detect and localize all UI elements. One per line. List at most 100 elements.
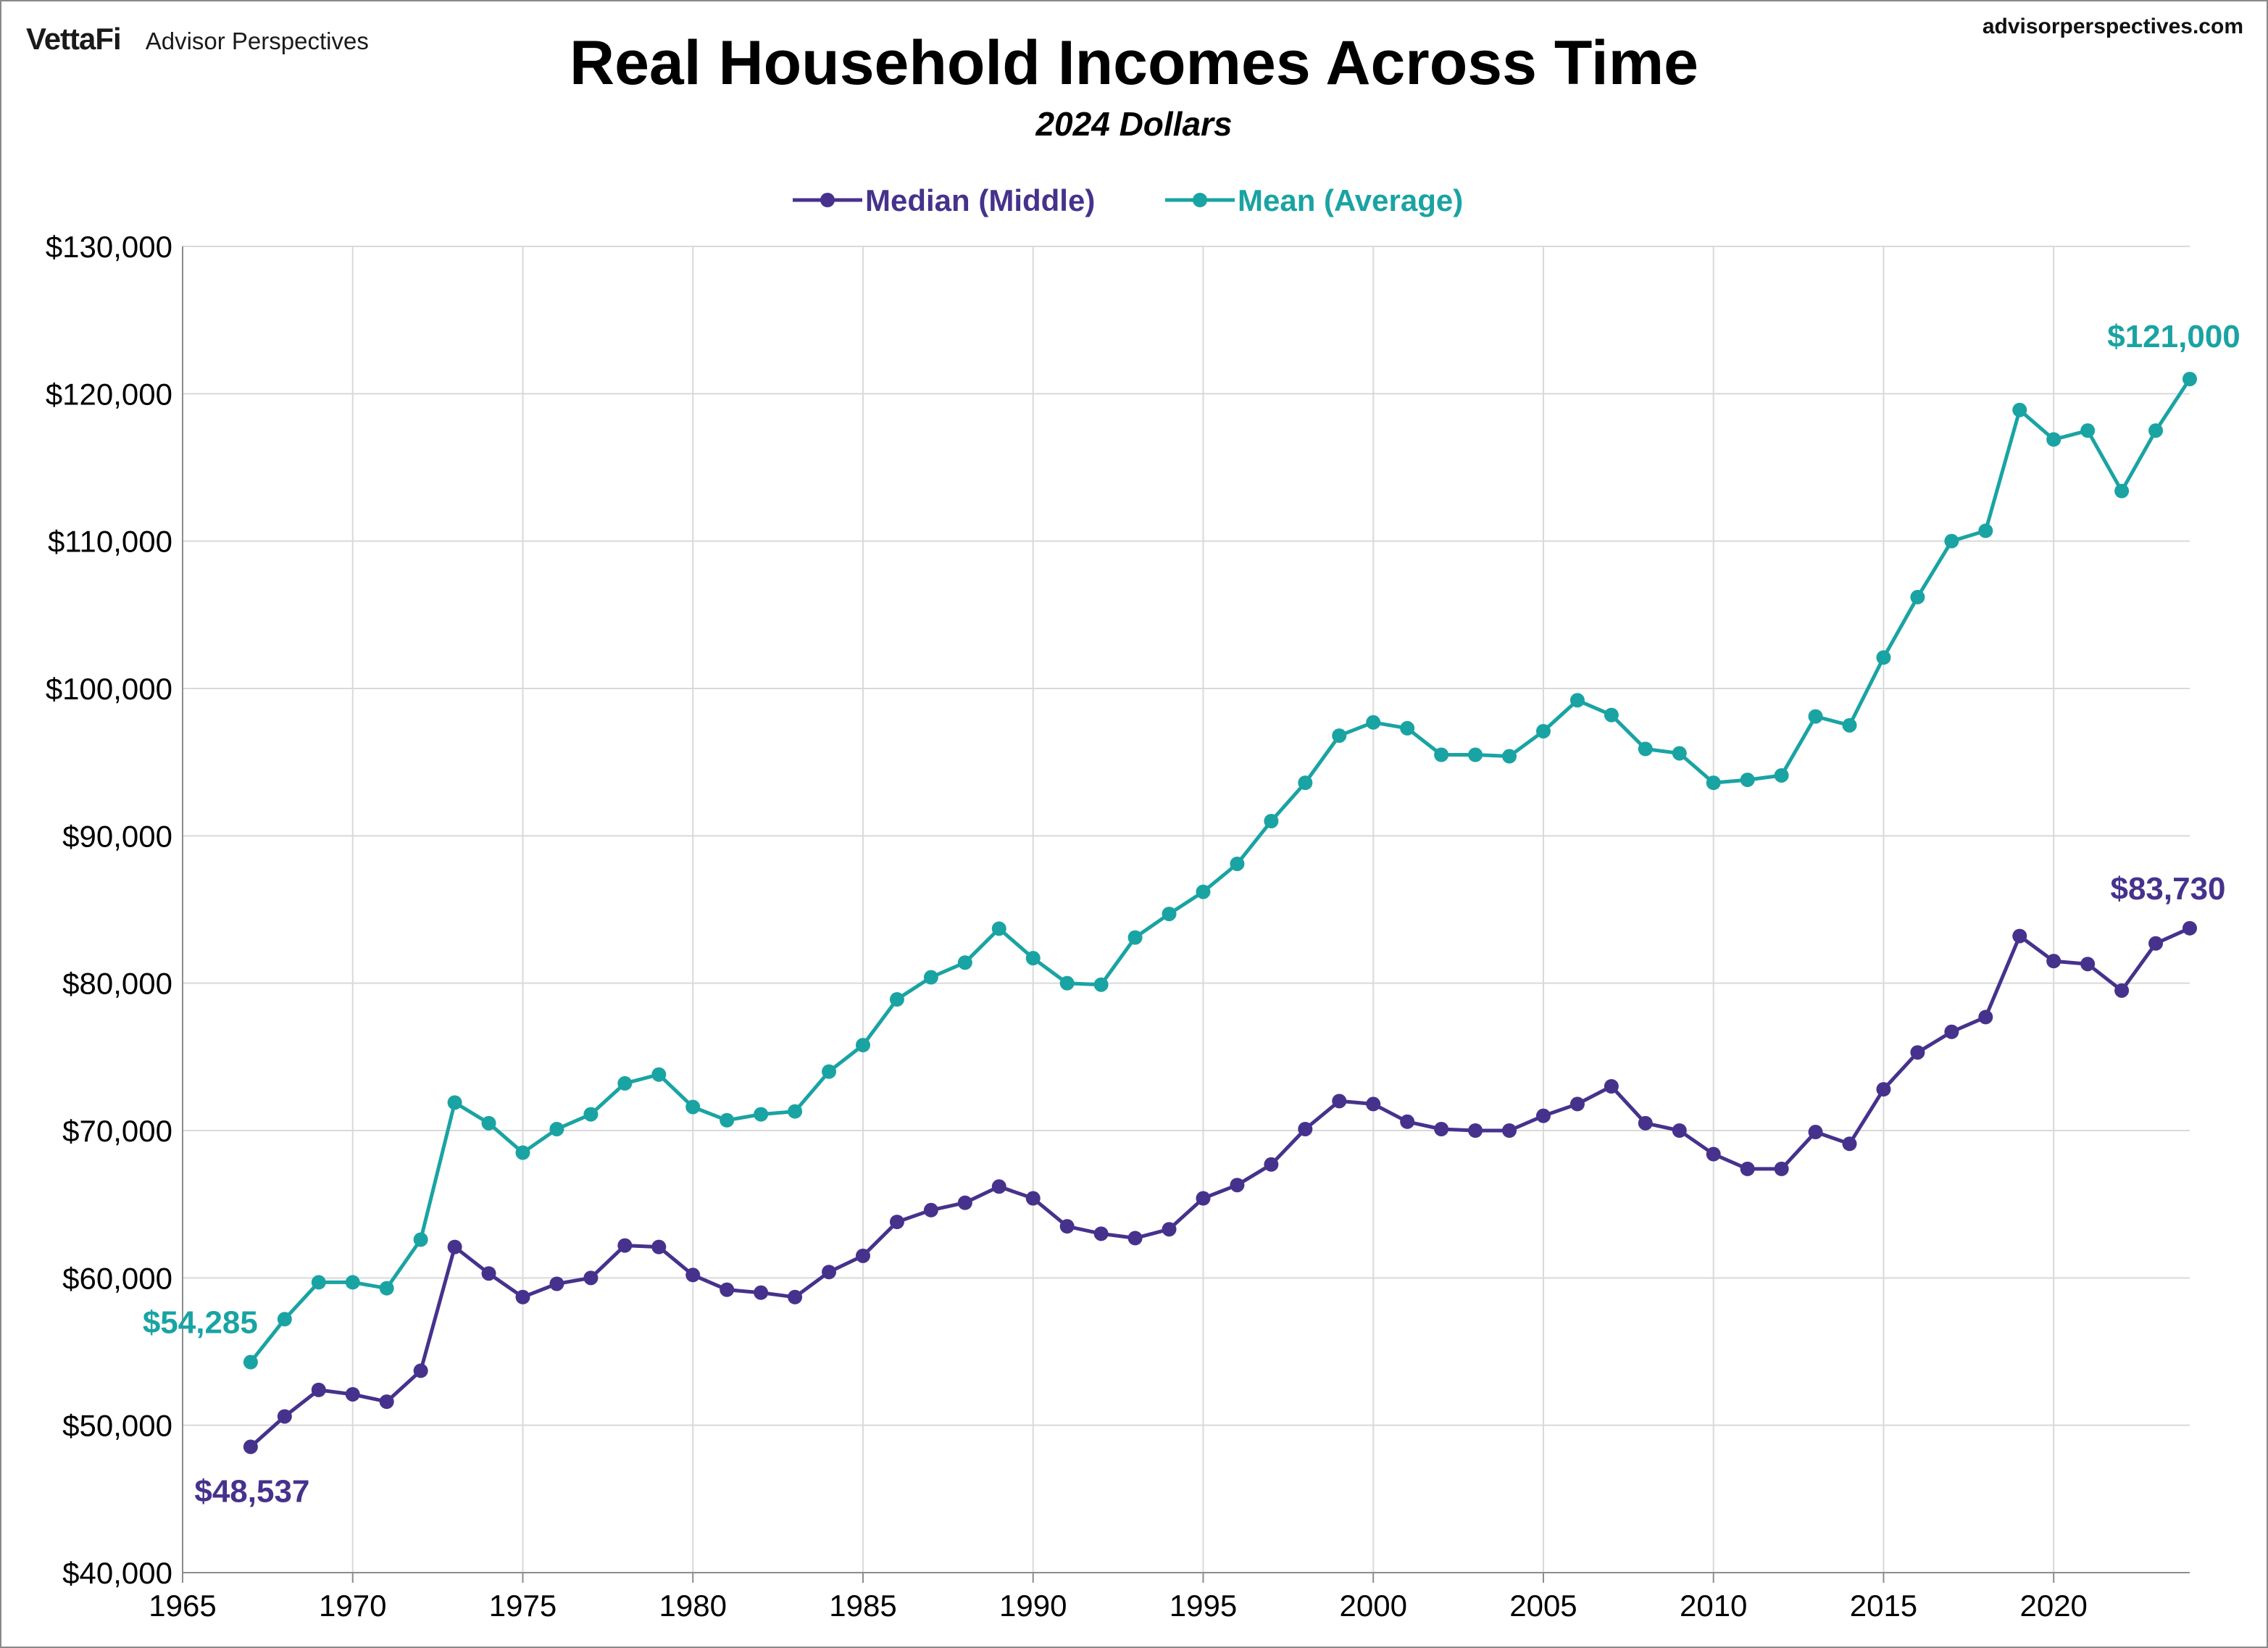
data-point — [1876, 650, 1891, 665]
data-point — [1264, 814, 1279, 828]
data-point — [311, 1275, 326, 1290]
data-point — [617, 1075, 633, 1091]
data-point — [1400, 720, 1415, 736]
y-tick-label: $40,000 — [62, 1556, 172, 1590]
data-point — [1569, 1096, 1585, 1112]
legend-swatch-marker — [1193, 193, 1207, 207]
data-point — [1944, 533, 1959, 549]
data-point — [1604, 707, 1619, 723]
y-tick-label: $130,000 — [46, 230, 172, 264]
data-point — [1127, 1231, 1143, 1246]
data-point — [1638, 741, 1653, 757]
data-point — [923, 970, 938, 985]
data-point — [1672, 746, 1687, 761]
data-point — [1162, 1222, 1177, 1237]
data-point — [1434, 747, 1449, 762]
x-tick-label: 2020 — [2019, 1589, 2087, 1623]
data-point — [2080, 423, 2096, 438]
data-point — [583, 1270, 599, 1286]
data-point — [1059, 1219, 1075, 1234]
data-point — [754, 1285, 769, 1300]
axes: $40,000 $50,000 $60,000 $70,000 $80,000 $90,0… — [46, 230, 2190, 1623]
data-point — [1196, 1191, 1211, 1206]
data-point — [1876, 1082, 1891, 1097]
data-point — [1230, 856, 1245, 871]
data-point — [2114, 483, 2130, 499]
x-tick-label: 1990 — [999, 1589, 1067, 1623]
data-point — [822, 1265, 837, 1280]
data-point — [345, 1386, 360, 1402]
chart-title: Real Household Incomes Across Time — [569, 28, 1699, 98]
data-point — [754, 1107, 769, 1122]
data-point — [1535, 1108, 1551, 1123]
data-point — [1298, 775, 1313, 791]
y-tick-label: $120,000 — [46, 377, 172, 411]
x-tick-label: 1985 — [829, 1589, 896, 1623]
data-point — [1230, 1178, 1245, 1193]
data-point — [991, 1179, 1006, 1194]
data-point — [1774, 767, 1789, 783]
data-point — [1502, 749, 1517, 764]
data-point — [1604, 1079, 1619, 1094]
data-point — [1025, 1191, 1041, 1206]
data-point — [720, 1112, 735, 1128]
data-point — [1808, 1125, 1823, 1140]
data-point — [1842, 717, 1857, 733]
y-tick-label: $90,000 — [62, 819, 172, 853]
data-point — [481, 1266, 496, 1281]
data-point — [1366, 715, 1381, 730]
data-point — [2148, 423, 2164, 438]
data-point — [1400, 1114, 1415, 1129]
data-point — [889, 992, 904, 1007]
data-point — [1127, 930, 1143, 945]
data-point — [1434, 1121, 1449, 1136]
data-point — [1910, 589, 1925, 604]
x-tick-label: 2010 — [1680, 1589, 1747, 1623]
x-tick-label: 1995 — [1170, 1589, 1237, 1623]
data-point — [957, 955, 972, 970]
data-point — [1706, 775, 1721, 791]
data-point — [617, 1238, 633, 1253]
data-point — [1468, 747, 1483, 762]
data-point — [1468, 1123, 1483, 1138]
data-point — [1332, 728, 1347, 744]
series-line-1 — [249, 378, 2192, 1364]
y-tick-label: $100,000 — [46, 672, 172, 706]
data-point — [651, 1239, 667, 1254]
data-point — [1059, 975, 1075, 991]
data-point — [1740, 1161, 1755, 1176]
data-point — [1569, 693, 1585, 708]
data-point — [1093, 1226, 1109, 1241]
median-end-label: $83,730 — [2110, 871, 2225, 907]
data-point — [1093, 977, 1109, 992]
data-point — [243, 1354, 258, 1370]
data-point — [549, 1121, 564, 1136]
x-tick-label: 1970 — [319, 1589, 386, 1623]
data-point — [1264, 1157, 1279, 1172]
data-point — [2046, 432, 2061, 447]
legend-swatch-marker — [820, 193, 835, 207]
data-point — [2080, 957, 2096, 972]
data-point — [1672, 1123, 1687, 1138]
data-point — [1366, 1096, 1381, 1112]
data-point — [2114, 983, 2130, 998]
data-point — [822, 1064, 837, 1079]
x-tick-label: 2015 — [1850, 1589, 1917, 1623]
data-point — [957, 1195, 972, 1210]
y-tick-label: $50,000 — [62, 1409, 172, 1443]
y-tick-label: $60,000 — [62, 1261, 172, 1295]
mean-start-label: $54,285 — [143, 1305, 258, 1341]
mean-end-label: $121,000 — [2107, 319, 2240, 354]
data-point — [515, 1289, 530, 1304]
data-point — [685, 1099, 701, 1115]
data-point — [855, 1038, 870, 1053]
data-point — [1502, 1123, 1517, 1138]
data-point — [2148, 936, 2164, 951]
data-point — [243, 1439, 258, 1455]
data-point — [651, 1067, 667, 1082]
data-point — [1978, 523, 1993, 538]
data-point — [788, 1104, 803, 1119]
legend-label: Median (Middle) — [865, 183, 1095, 217]
data-point — [1740, 773, 1755, 788]
data-point — [583, 1107, 599, 1122]
